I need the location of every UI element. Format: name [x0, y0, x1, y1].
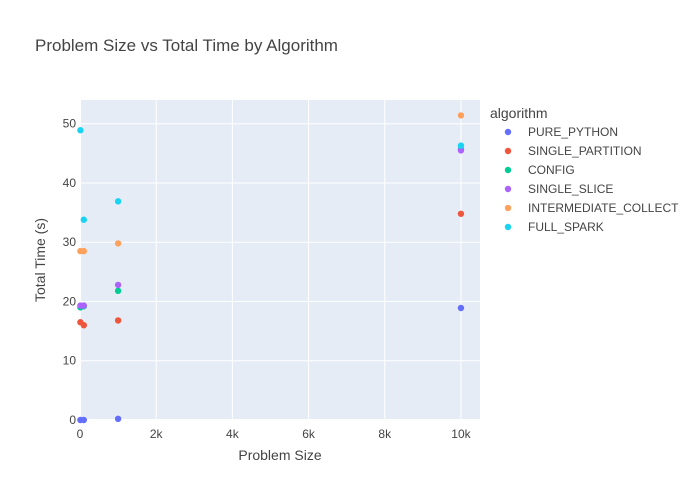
legend-title: algorithm: [490, 105, 548, 121]
data-points: [77, 112, 465, 424]
y-tick-label: 20: [63, 294, 77, 308]
plot-area: [80, 100, 480, 420]
data-point-single-slice: [80, 302, 88, 309]
x-tick-label: 8k: [378, 427, 392, 441]
y-tick-label: 30: [63, 235, 77, 249]
x-tick-label: 4k: [226, 427, 240, 441]
data-point-single-partition: [80, 321, 88, 329]
grid-lines: [79, 100, 480, 421]
legend-item-label: FULL_SPARK: [528, 220, 604, 234]
data-point-full-spark: [114, 198, 122, 205]
y-tick-label: 10: [63, 354, 77, 368]
data-point-single-slice: [114, 281, 122, 289]
y-tick-label: 50: [63, 117, 77, 131]
legend-item-label: SINGLE_SLICE: [528, 182, 613, 196]
data-point-full-spark: [77, 127, 84, 134]
data-point-intermediate-collect: [80, 247, 88, 255]
x-tick-label: 0: [77, 427, 84, 441]
legend-marker: [504, 185, 512, 193]
y-tick-label: 0: [69, 413, 76, 427]
data-point-pure-python: [457, 304, 465, 312]
legend: algorithm PURE_PYTHON SINGLE_PARTITION CON…: [490, 105, 679, 234]
data-point-full-spark: [80, 216, 88, 223]
x-tick-label: 10k: [451, 427, 471, 441]
data-point-intermediate-collect: [457, 112, 465, 119]
legend-marker: [504, 204, 512, 212]
data-point-pure-python: [80, 416, 88, 424]
chart-title: Problem Size vs Total Time by Algorithm: [35, 36, 338, 55]
data-point-single-partition: [457, 210, 465, 217]
legend-marker: [504, 223, 512, 231]
y-tick-label: 40: [63, 176, 77, 190]
data-point-full-spark: [457, 142, 465, 149]
legend-marker: [504, 147, 512, 155]
x-tick-label: 6k: [302, 427, 316, 441]
legend-item-label: SINGLE_PARTITION: [528, 144, 642, 158]
legend-item-label: CONFIG: [528, 163, 575, 177]
legend-marker: [504, 128, 512, 136]
data-point-config: [114, 287, 122, 295]
data-point-single-partition: [114, 317, 122, 324]
data-point-intermediate-collect: [114, 240, 122, 247]
x-axis-ticks: 0 2k 4k 6k 8k 10k: [77, 427, 472, 441]
data-point-single-slice: [457, 147, 465, 154]
data-point-pure-python: [114, 415, 122, 423]
legend-item-label: PURE_PYTHON: [528, 125, 618, 139]
y-axis-ticks: 0 10 20 30 40 50: [63, 117, 77, 427]
x-tick-label: 2k: [150, 427, 164, 441]
legend-item-label: INTERMEDIATE_COLLECT: [528, 201, 679, 215]
y-axis-title: Total Time (s): [32, 218, 48, 302]
legend-marker: [504, 166, 512, 174]
x-axis-title: Problem Size: [238, 447, 321, 463]
